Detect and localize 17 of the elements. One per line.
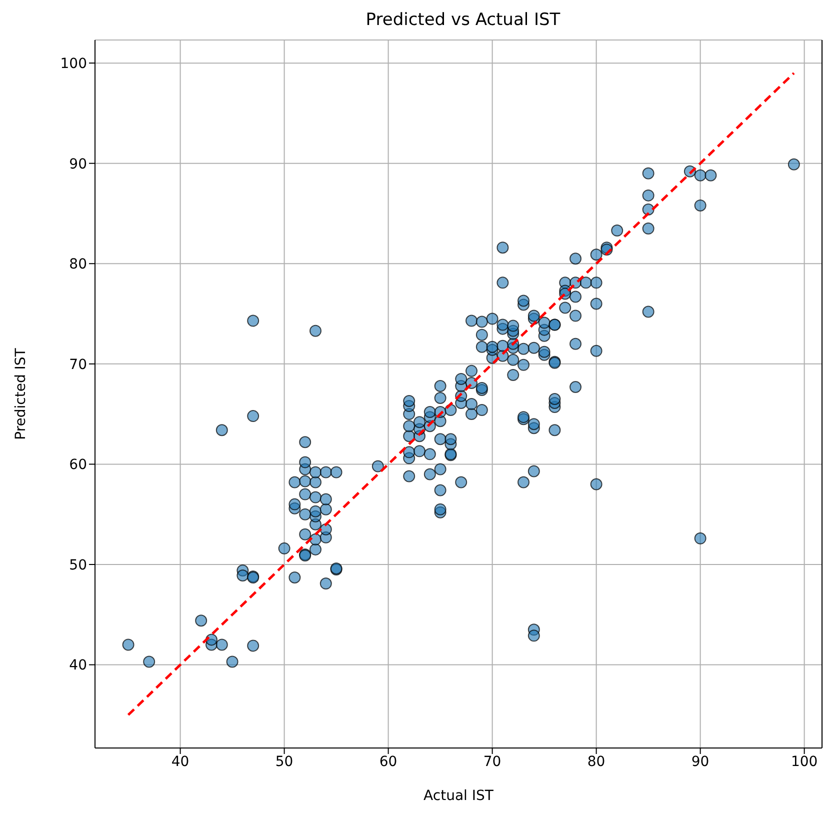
x-tick-label: 50	[275, 754, 294, 770]
y-tick-label: 50	[69, 557, 87, 574]
y-tick-label: 60	[69, 457, 87, 474]
x-tick-label: 100	[790, 754, 818, 770]
x-tick-label: 60	[379, 754, 398, 770]
y-axis-title: Predicted IST	[12, 348, 29, 440]
chart-title: Predicted vs Actual IST	[364, 9, 562, 32]
y-tick-label: 80	[69, 256, 87, 273]
x-axis-title: Actual IST	[424, 788, 494, 804]
y-tick-label: 70	[69, 356, 87, 373]
x-tick-label: 40	[171, 754, 190, 770]
x-tick-label: 80	[587, 754, 606, 770]
y-tick-label: 100	[60, 56, 87, 72]
x-tick-label: 70	[483, 754, 502, 770]
y-tick-label: 90	[69, 156, 87, 172]
x-tick-label: 90	[691, 754, 710, 770]
y-tick-label: 40	[69, 658, 87, 674]
